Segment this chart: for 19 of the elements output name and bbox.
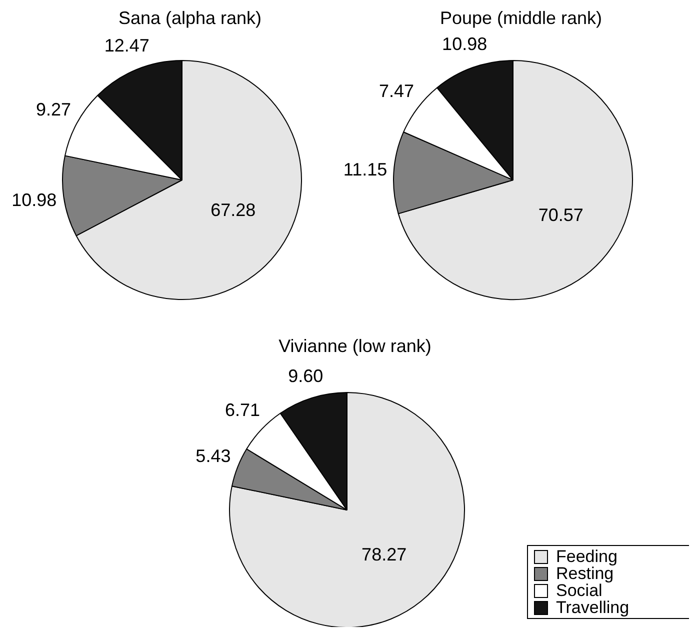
data-label: 6.71 bbox=[224, 400, 260, 420]
data-label: 9.60 bbox=[288, 366, 324, 386]
chart-title: Poupe (middle rank) bbox=[438, 8, 604, 29]
data-label: 11.15 bbox=[343, 160, 388, 180]
legend-label: Feeding bbox=[556, 547, 618, 566]
data-label: 5.43 bbox=[196, 446, 231, 466]
legend-label: Travelling bbox=[556, 598, 630, 617]
data-label: 7.47 bbox=[378, 80, 414, 101]
data-label: 12.47 bbox=[104, 36, 150, 56]
data-label: 78.27 bbox=[362, 544, 407, 565]
data-label: 70.57 bbox=[538, 204, 584, 225]
data-label: 10.98 bbox=[12, 190, 57, 210]
data-label: 9.27 bbox=[36, 99, 71, 120]
data-label: 67.28 bbox=[210, 200, 256, 220]
chart-title: Sana (alpha rank) bbox=[117, 8, 263, 29]
data-label: 10.98 bbox=[442, 34, 488, 54]
legend-label: Social bbox=[556, 581, 602, 600]
chart-title: Vivianne (low rank) bbox=[278, 336, 432, 357]
legend-label: Resting bbox=[556, 564, 614, 583]
